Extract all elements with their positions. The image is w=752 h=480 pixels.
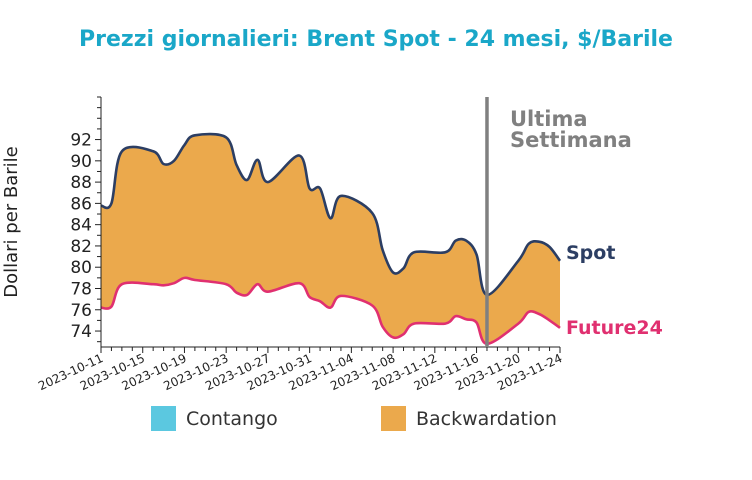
y-tick-label: 92 xyxy=(70,131,92,151)
y-tick-label: 80 xyxy=(70,258,92,278)
last-week-label: Settimana xyxy=(510,128,632,152)
backwardation-area xyxy=(101,134,560,344)
legend-swatch-contango xyxy=(151,406,176,431)
y-tick-label: 76 xyxy=(70,301,92,321)
y-tick-label: 78 xyxy=(70,279,92,299)
y-tick-label: 86 xyxy=(70,194,92,214)
future24-series-label: Future24 xyxy=(566,317,663,339)
y-tick-label: 84 xyxy=(70,216,92,236)
area-layer xyxy=(101,134,560,344)
legend: Contango Backwardation xyxy=(151,406,557,431)
y-tick-label: 88 xyxy=(70,173,92,193)
legend-label-contango: Contango xyxy=(186,408,278,430)
y-tick-label: 82 xyxy=(70,237,92,257)
future24-line xyxy=(100,276,561,346)
y-axis-label: Dollari per Barile xyxy=(1,146,22,298)
chart-title: Prezzi giornalieri: Brent Spot - 24 mesi… xyxy=(79,27,673,52)
legend-swatch-backwardation xyxy=(381,406,406,431)
legend-label-backwardation: Backwardation xyxy=(416,408,557,430)
spot-line xyxy=(100,132,562,297)
last-week-label: Ultima xyxy=(510,107,588,131)
y-tick-label: 74 xyxy=(70,322,92,342)
line-layer xyxy=(100,132,562,346)
y-tick-label: 90 xyxy=(70,152,92,172)
spot-series-label: Spot xyxy=(566,242,615,264)
